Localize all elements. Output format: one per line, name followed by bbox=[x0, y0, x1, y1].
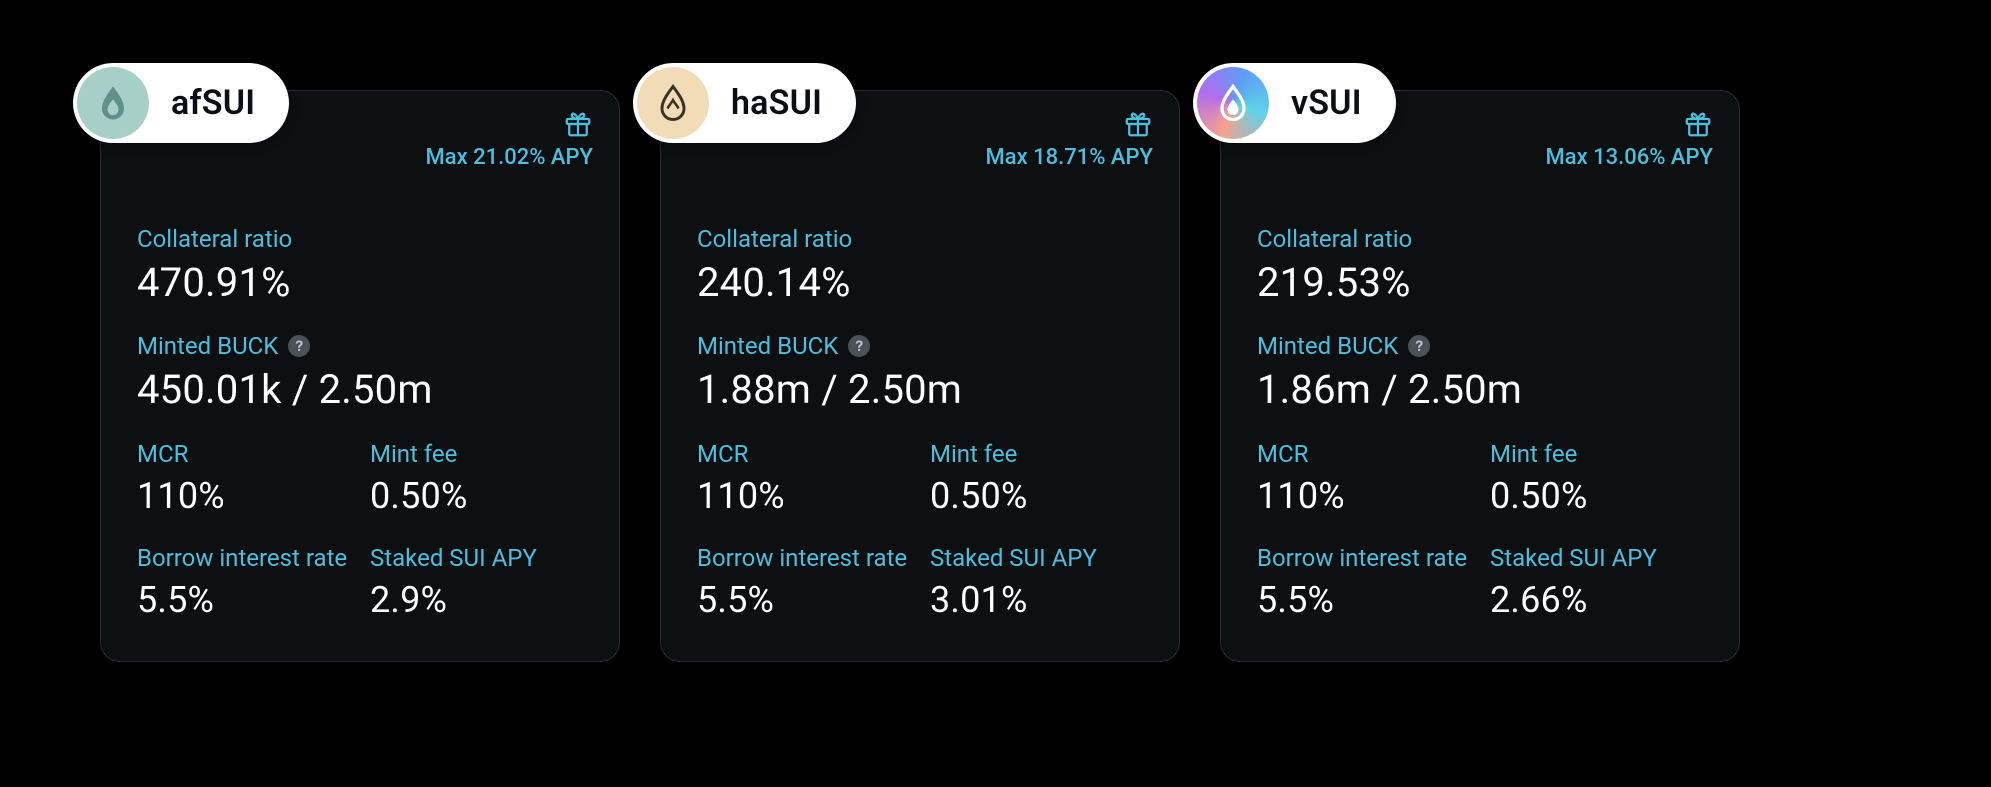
stat-mint-fee: Mint fee 0.50% bbox=[930, 439, 1143, 517]
max-apy-label: Max 18.71% APY bbox=[986, 145, 1154, 170]
stat-minted-buck: Minted BUCK ? 1.86m / 2.50m bbox=[1257, 332, 1703, 413]
stat-borrow-rate: Borrow interest rate 5.5% bbox=[697, 543, 910, 621]
mint-fee-label: Mint fee bbox=[930, 439, 1143, 469]
help-icon[interactable]: ? bbox=[848, 335, 870, 357]
stat-mint-fee: Mint fee 0.50% bbox=[370, 439, 583, 517]
minted-buck-value: 1.86m / 2.50m bbox=[1257, 366, 1703, 413]
cards-row: afSUI Max 21.02% APY Collateral ratio 47… bbox=[0, 0, 1991, 712]
staked-apy-value: 2.9% bbox=[370, 579, 583, 621]
card-body: Collateral ratio 240.14% Minted BUCK ? 1… bbox=[697, 225, 1143, 621]
stats-grid: MCR 110% Mint fee 0.50% Borrow interest … bbox=[1257, 439, 1703, 621]
stat-collateral-ratio: Collateral ratio 240.14% bbox=[697, 225, 1143, 306]
minted-buck-label-text: Minted BUCK bbox=[137, 332, 278, 360]
token-pill-afsui: afSUI bbox=[73, 63, 289, 143]
staked-apy-label: Staked SUI APY bbox=[930, 543, 1143, 573]
minted-buck-label: Minted BUCK ? bbox=[1257, 332, 1703, 360]
mcr-label: MCR bbox=[1257, 439, 1470, 469]
card-topright: Max 18.71% APY bbox=[986, 109, 1154, 170]
staked-apy-label: Staked SUI APY bbox=[1490, 543, 1703, 573]
stats-grid: MCR 110% Mint fee 0.50% Borrow interest … bbox=[137, 439, 583, 621]
minted-buck-label-text: Minted BUCK bbox=[1257, 332, 1398, 360]
mint-fee-label: Mint fee bbox=[370, 439, 583, 469]
card-vsui[interactable]: vSUI Max 13.06% APY Collateral ratio 219… bbox=[1220, 90, 1740, 662]
mint-fee-value: 0.50% bbox=[930, 475, 1143, 517]
borrow-rate-label: Borrow interest rate bbox=[137, 543, 350, 573]
staked-apy-value: 3.01% bbox=[930, 579, 1143, 621]
minted-buck-label-text: Minted BUCK bbox=[697, 332, 838, 360]
hasui-token-icon bbox=[637, 67, 709, 139]
stat-collateral-ratio: Collateral ratio 219.53% bbox=[1257, 225, 1703, 306]
card-topright: Max 13.06% APY bbox=[1546, 109, 1714, 170]
gift-icon[interactable] bbox=[1683, 109, 1713, 139]
stat-staked-apy: Staked SUI APY 2.66% bbox=[1490, 543, 1703, 621]
gift-icon[interactable] bbox=[1123, 109, 1153, 139]
max-apy-label: Max 13.06% APY bbox=[1546, 145, 1714, 170]
minted-buck-label: Minted BUCK ? bbox=[697, 332, 1143, 360]
card-body: Collateral ratio 470.91% Minted BUCK ? 4… bbox=[137, 225, 583, 621]
borrow-rate-value: 5.5% bbox=[1257, 579, 1470, 621]
borrow-rate-label: Borrow interest rate bbox=[1257, 543, 1470, 573]
staked-apy-value: 2.66% bbox=[1490, 579, 1703, 621]
stat-minted-buck: Minted BUCK ? 1.88m / 2.50m bbox=[697, 332, 1143, 413]
afsui-token-icon bbox=[77, 67, 149, 139]
stats-grid: MCR 110% Mint fee 0.50% Borrow interest … bbox=[697, 439, 1143, 621]
minted-buck-label: Minted BUCK ? bbox=[137, 332, 583, 360]
collateral-ratio-value: 219.53% bbox=[1257, 259, 1703, 306]
token-name: afSUI bbox=[171, 83, 255, 123]
stat-mint-fee: Mint fee 0.50% bbox=[1490, 439, 1703, 517]
water-drop-icon bbox=[91, 81, 135, 125]
borrow-rate-value: 5.5% bbox=[697, 579, 910, 621]
token-name: haSUI bbox=[731, 83, 822, 123]
stat-mcr: MCR 110% bbox=[1257, 439, 1470, 517]
vsui-token-icon bbox=[1197, 67, 1269, 139]
stat-minted-buck: Minted BUCK ? 450.01k / 2.50m bbox=[137, 332, 583, 413]
collateral-ratio-value: 240.14% bbox=[697, 259, 1143, 306]
help-icon[interactable]: ? bbox=[288, 335, 310, 357]
card-afsui[interactable]: afSUI Max 21.02% APY Collateral ratio 47… bbox=[100, 90, 620, 662]
mint-fee-value: 0.50% bbox=[1490, 475, 1703, 517]
token-name: vSUI bbox=[1291, 83, 1362, 123]
borrow-rate-label: Borrow interest rate bbox=[697, 543, 910, 573]
water-drop-icon bbox=[651, 81, 695, 125]
mint-fee-value: 0.50% bbox=[370, 475, 583, 517]
water-drop-icon bbox=[1211, 81, 1255, 125]
stat-mcr: MCR 110% bbox=[697, 439, 910, 517]
card-topright: Max 21.02% APY bbox=[426, 109, 594, 170]
mint-fee-label: Mint fee bbox=[1490, 439, 1703, 469]
gift-icon[interactable] bbox=[563, 109, 593, 139]
help-icon[interactable]: ? bbox=[1408, 335, 1430, 357]
stat-staked-apy: Staked SUI APY 3.01% bbox=[930, 543, 1143, 621]
borrow-rate-value: 5.5% bbox=[137, 579, 350, 621]
card-body: Collateral ratio 219.53% Minted BUCK ? 1… bbox=[1257, 225, 1703, 621]
staked-apy-label: Staked SUI APY bbox=[370, 543, 583, 573]
minted-buck-value: 1.88m / 2.50m bbox=[697, 366, 1143, 413]
stat-collateral-ratio: Collateral ratio 470.91% bbox=[137, 225, 583, 306]
collateral-ratio-value: 470.91% bbox=[137, 259, 583, 306]
stat-mcr: MCR 110% bbox=[137, 439, 350, 517]
max-apy-label: Max 21.02% APY bbox=[426, 145, 594, 170]
minted-buck-value: 450.01k / 2.50m bbox=[137, 366, 583, 413]
mcr-label: MCR bbox=[137, 439, 350, 469]
collateral-ratio-label: Collateral ratio bbox=[1257, 225, 1703, 253]
stat-staked-apy: Staked SUI APY 2.9% bbox=[370, 543, 583, 621]
mcr-value: 110% bbox=[1257, 475, 1470, 517]
stat-borrow-rate: Borrow interest rate 5.5% bbox=[1257, 543, 1470, 621]
mcr-value: 110% bbox=[697, 475, 910, 517]
mcr-value: 110% bbox=[137, 475, 350, 517]
collateral-ratio-label: Collateral ratio bbox=[697, 225, 1143, 253]
mcr-label: MCR bbox=[697, 439, 910, 469]
card-hasui[interactable]: haSUI Max 18.71% APY Collateral ratio 24… bbox=[660, 90, 1180, 662]
collateral-ratio-label: Collateral ratio bbox=[137, 225, 583, 253]
token-pill-hasui: haSUI bbox=[633, 63, 856, 143]
stat-borrow-rate: Borrow interest rate 5.5% bbox=[137, 543, 350, 621]
token-pill-vsui: vSUI bbox=[1193, 63, 1396, 143]
